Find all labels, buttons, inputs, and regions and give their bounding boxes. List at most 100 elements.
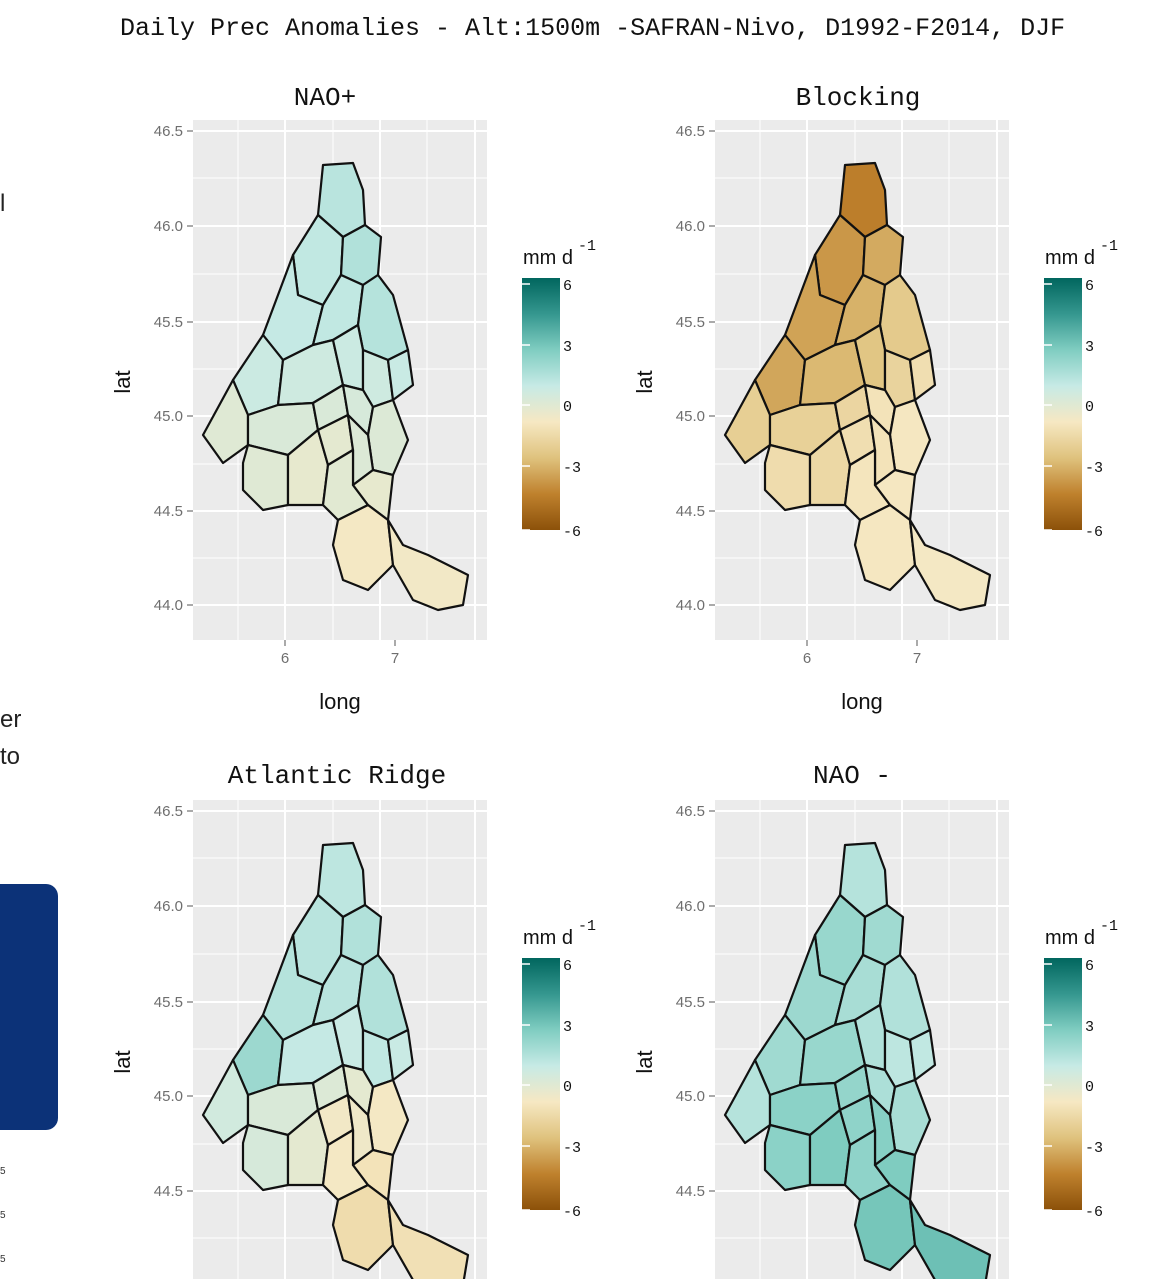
legend-tick-label: -3: [1085, 460, 1103, 477]
y-tick-label: 44.0: [154, 1277, 183, 1279]
region-group: [201, 161, 470, 612]
y-axis-label: lat: [110, 370, 135, 393]
y-tick-label: 44.5: [676, 1183, 705, 1200]
legend-title-superscript: -1: [1100, 918, 1118, 935]
legend-title: mm d: [1045, 247, 1095, 269]
legend-tick-label: 3: [1085, 339, 1094, 356]
legend-tick-label: 0: [563, 1079, 572, 1096]
y-tick-label: 44.0: [154, 597, 183, 614]
y-tick-label: 45.5: [154, 994, 183, 1011]
legend-tick-label: -6: [563, 524, 581, 541]
x-tick-label: 7: [913, 650, 921, 667]
legend-title: mm d: [523, 927, 573, 949]
figure-title: Daily Prec Anomalies - Alt:1500m -SAFRAN…: [120, 14, 1066, 43]
legend-tick-label: 6: [1085, 278, 1094, 295]
legend-tick-label: -3: [563, 1140, 581, 1157]
panel-title: NAO+: [294, 83, 356, 113]
region-mercantour: [386, 1198, 470, 1279]
region-ubaye: [873, 1148, 917, 1202]
map-panel-2: Blocking 46.5 46.0 45.5 45.0 44.5 44.0 6 7 lat lon…: [632, 83, 1118, 714]
y-tick-label: 44.0: [676, 597, 705, 614]
y-tick-label: 45.5: [676, 994, 705, 1011]
region-haute-maurienne: [386, 1028, 415, 1082]
y-tick-label: 46.5: [676, 803, 705, 820]
map-panel-3: Atlantic Ridge 46.5 46.0 45.5 45.0 44.5 44.0 la…: [110, 761, 596, 1279]
legend-tick-label: 3: [1085, 1019, 1094, 1036]
y-tick-label: 45.0: [154, 408, 183, 425]
legend-tick-label: -6: [1085, 1204, 1103, 1221]
legend: mm d -1 6 3 0 -3 -6: [1044, 238, 1118, 541]
y-tick-label: 46.0: [154, 898, 183, 915]
legend-title-superscript: -1: [578, 238, 596, 255]
edge-tick-1: 5: [0, 1166, 6, 1177]
legend: mm d -1 6 3 0 -3 -6: [522, 918, 596, 1221]
region-mercantour: [908, 518, 992, 612]
region-ubaye: [351, 1148, 395, 1202]
legend-colorbar: [1044, 278, 1082, 530]
legend-tick-label: -6: [1085, 524, 1103, 541]
panel-title: NAO -: [813, 761, 891, 791]
y-tick-label: 46.0: [676, 218, 705, 235]
y-tick-label: 46.0: [676, 898, 705, 915]
region-haute-maurienne: [908, 348, 937, 402]
legend-title-superscript: -1: [578, 918, 596, 935]
legend-title: mm d: [523, 247, 573, 269]
region-haut-var: [853, 1183, 917, 1272]
region-group: [723, 161, 992, 612]
y-tick-label: 46.5: [676, 123, 705, 140]
edge-tick-2: 5: [0, 1210, 6, 1221]
x-tick-label: 6: [803, 650, 811, 667]
legend-tick-label: -3: [1085, 1140, 1103, 1157]
region-haute-maurienne: [386, 348, 415, 402]
x-tick-label: 7: [391, 650, 399, 667]
edge-tick-3: 5: [0, 1254, 6, 1265]
legend: mm d -1 6 3 0 -3 -6: [1044, 918, 1118, 1221]
legend-tick-label: -6: [563, 1204, 581, 1221]
legend-colorbar: [1044, 958, 1082, 1210]
map-panel-4: NAO - 46.5 46.0 45.5 45.0 44.5 44.0 lat mm d -1 6 3…: [632, 761, 1118, 1279]
y-tick-label: 44.5: [676, 503, 705, 520]
region-haut-var: [331, 503, 395, 592]
legend-tick-label: 3: [563, 339, 572, 356]
legend-title-superscript: -1: [1100, 238, 1118, 255]
edge-text-2: er: [0, 706, 22, 733]
legend-colorbar: [522, 958, 560, 1210]
legend: mm d -1 6 3 0 -3 -6: [522, 238, 596, 541]
panel-title: Atlantic Ridge: [228, 761, 446, 791]
y-tick-label: 44.0: [676, 1277, 705, 1279]
legend-tick-label: 6: [563, 278, 572, 295]
region-ubaye: [873, 468, 917, 522]
map-panel-1: NAO+ 46.5 46.0 45.5 45.0 44.5 44.0 6 7 lat long mm …: [110, 83, 596, 714]
y-tick-label: 44.5: [154, 503, 183, 520]
legend-tick-label: 0: [1085, 1079, 1094, 1096]
y-tick-label: 46.5: [154, 803, 183, 820]
y-axis-label: lat: [110, 1050, 135, 1073]
legend-tick-label: 6: [563, 958, 572, 975]
edge-text-3: to: [0, 743, 21, 770]
x-axis-label: long: [319, 689, 361, 714]
y-tick-label: 45.0: [154, 1088, 183, 1105]
region-group: [201, 841, 470, 1279]
y-tick-label: 45.5: [154, 314, 183, 331]
region-haut-var: [331, 1183, 395, 1272]
legend-tick-label: -3: [563, 460, 581, 477]
x-tick-label: 6: [281, 650, 289, 667]
legend-tick-label: 3: [563, 1019, 572, 1036]
y-tick-label: 45.0: [676, 408, 705, 425]
legend-tick-label: 6: [1085, 958, 1094, 975]
region-mercantour: [908, 1198, 992, 1279]
side-panel: [0, 884, 58, 1130]
panel-title: Blocking: [796, 83, 921, 113]
region-haut-var: [853, 503, 917, 592]
legend-tick-label: 0: [1085, 399, 1094, 416]
legend-colorbar: [522, 278, 560, 530]
legend-title: mm d: [1045, 927, 1095, 949]
region-haute-maurienne: [908, 1028, 937, 1082]
edge-text-1: l: [0, 190, 6, 217]
y-tick-label: 46.5: [154, 123, 183, 140]
region-mercantour: [386, 518, 470, 612]
x-axis-label: long: [841, 689, 883, 714]
y-tick-label: 46.0: [154, 218, 183, 235]
y-axis-label: lat: [632, 370, 657, 393]
